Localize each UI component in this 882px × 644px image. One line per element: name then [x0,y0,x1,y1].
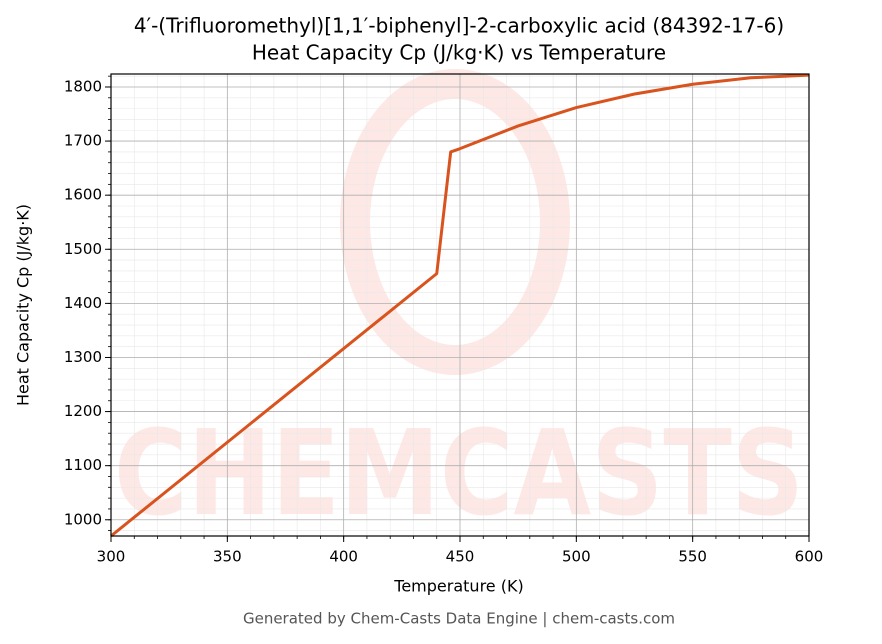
y-tick-label: 1000 [64,510,102,528]
chart-subtitle: Heat Capacity Cp (J/kg·K) vs Temperature [252,41,666,65]
y-tick-label: 1300 [64,348,102,366]
footer: Generated by Chem-Casts Data Engine | ch… [243,610,675,628]
x-tick-label: 550 [678,548,707,566]
x-tick-label: 400 [329,548,358,566]
y-tick-label: 1400 [64,294,102,312]
y-tick-label: 1600 [64,186,102,204]
watermark-text: CHEMCASTS [114,404,804,542]
watermark-logo [340,69,570,375]
plot-frame [110,73,810,537]
y-tick-label: 1500 [64,240,102,258]
x-tick-label: 600 [795,548,824,566]
y-tick-label: 1800 [64,77,102,95]
x-tick-label: 300 [97,548,126,566]
x-axis-label: Temperature (K) [393,577,523,596]
y-tick-label: 1100 [64,456,102,474]
y-axis-label: Heat Capacity Cp (J/kg·K) [14,204,33,406]
x-tick-label: 450 [446,548,475,566]
x-tick-label: 350 [213,548,242,566]
chart-title: 4′-(Trifluoromethyl)[1,1′-biphenyl]-2-ca… [134,14,784,38]
watermark: CHEMCASTS [114,69,804,542]
data-line [110,73,810,538]
x-tick-label: 500 [562,548,591,566]
y-tick-label: 1200 [64,402,102,420]
y-tick-label: 1700 [64,132,102,150]
